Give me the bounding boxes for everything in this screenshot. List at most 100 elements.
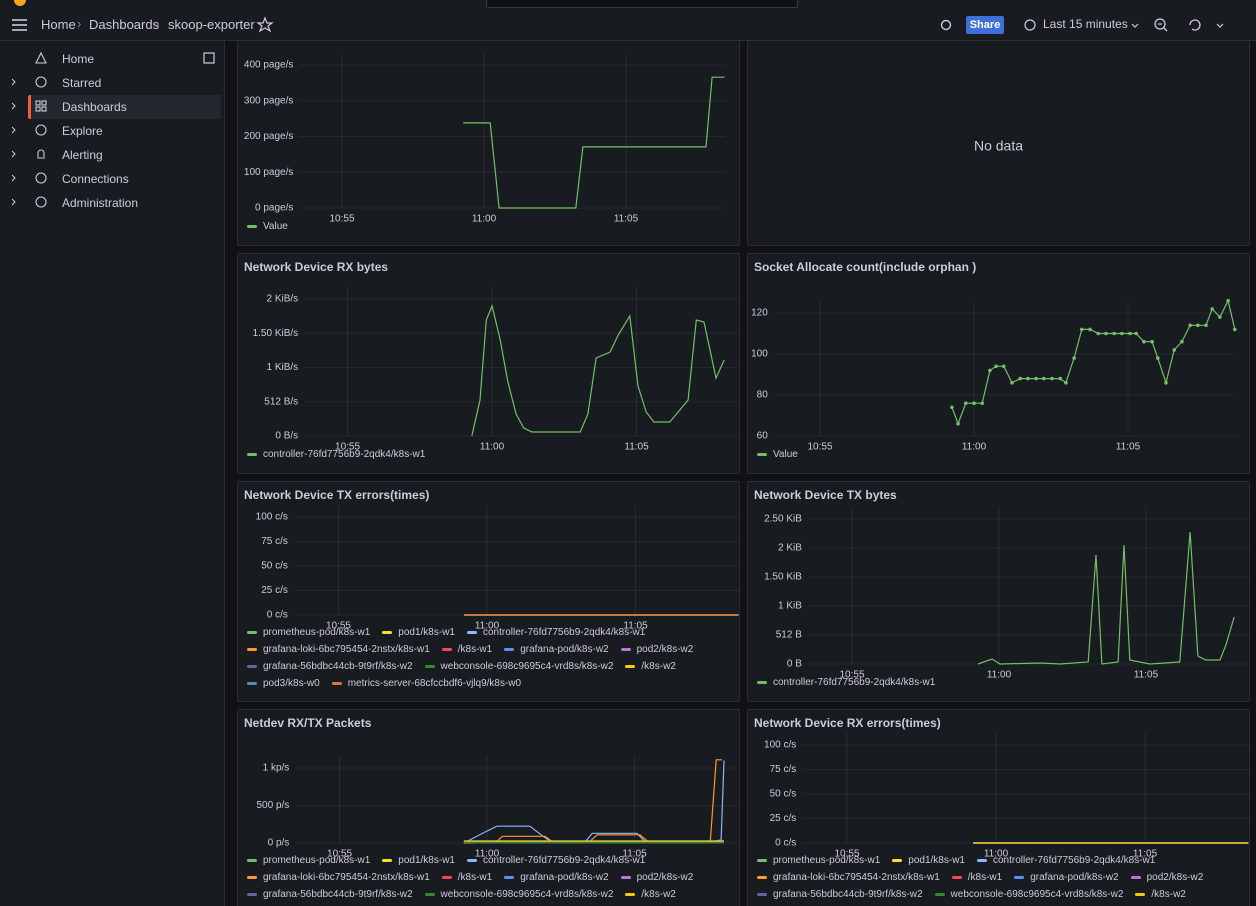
breadcrumb[interactable]: Dashboards: [89, 17, 160, 32]
legend-label: /k8s-w2: [641, 661, 676, 672]
panel: Socket Allocate count(include orphan ): [747, 253, 1250, 474]
panel-title: Network Device RX bytes: [244, 260, 389, 274]
legend-item[interactable]: pod2/k8s-w2: [1130, 869, 1204, 886]
settings-icon[interactable]: [940, 19, 952, 31]
legend-item[interactable]: controller-76fd7756b9-2qdk4/k8s-w1: [466, 624, 645, 641]
legend-swatch: [247, 876, 257, 879]
legend-swatch: [976, 859, 987, 862]
expand-chevrons[interactable]: [11, 78, 16, 206]
chevron[interactable]: [1131, 23, 1139, 28]
legend-item[interactable]: pod2/k8s-w2: [620, 869, 693, 886]
legend-swatch: [247, 648, 257, 651]
star-icon[interactable]: [256, 16, 274, 33]
nav-item[interactable]: Explore: [62, 124, 103, 138]
legend-item[interactable]: pod2/k8s-w2: [620, 641, 693, 658]
legend-item[interactable]: prometheus-pod/k8s-w1: [247, 852, 370, 869]
panel-title: Netdev RX/TX Packets: [244, 716, 372, 730]
time-range-picker[interactable]: Last 15 minutes: [1043, 17, 1128, 31]
share-button[interactable]: Share: [966, 16, 1004, 34]
legend-swatch: [331, 682, 342, 685]
legend-label: grafana-pod/k8s-w2: [520, 644, 609, 655]
chevron[interactable]: [1216, 23, 1224, 28]
nav-item[interactable]: Administration: [62, 196, 139, 210]
legend-label: controller-76fd7756b9-2qdk4/k8s-w1: [482, 855, 646, 866]
legend-item[interactable]: grafana-pod/k8s-w2: [1014, 869, 1119, 886]
legend-item[interactable]: prometheus-pod/k8s-w1: [757, 852, 880, 869]
legend-label: controller-76fd7756b9-2qdk4/k8s-w1: [263, 449, 426, 460]
legend-swatch: [625, 893, 636, 896]
legend-item[interactable]: grafana-pod/k8s-w2: [504, 869, 609, 886]
legend-item[interactable]: /k8s-w2: [625, 658, 676, 675]
legend-label: /k8s-w2: [1151, 889, 1186, 900]
legend-item[interactable]: pod1/k8s-w1: [382, 852, 455, 869]
legend-item[interactable]: controller-76fd7756b9-2qdk4/k8s-w1: [976, 852, 1155, 869]
legend-label: pod1/k8s-w1: [398, 627, 455, 638]
nav-item[interactable]: Starred: [62, 76, 102, 90]
legend-label: grafana-loki-6bc795454-2nstx/k8s-w1: [263, 644, 430, 655]
nav-icon: [35, 51, 47, 208]
legend-item[interactable]: /k8s-w1: [441, 641, 493, 658]
legend-item[interactable]: webconsole-698c9695c4-vrd8s/k8s-w2: [424, 886, 613, 903]
nav-icons: [11, 51, 215, 208]
legend-item[interactable]: grafana-loki-6bc795454-2nstx/k8s-w1: [757, 869, 940, 886]
legend-label: /k8s-w1: [457, 644, 493, 655]
nav-item[interactable]: Dashboards: [62, 100, 127, 114]
legend-item[interactable]: webconsole-698c9695c4-vrd8s/k8s-w2: [424, 658, 614, 675]
legend-item[interactable]: grafana-loki-6bc795454-2nstx/k8s-w1: [247, 869, 430, 886]
legend-label: pod2/k8s-w2: [1146, 872, 1204, 883]
legend-item[interactable]: pod1/k8s-w1: [892, 852, 965, 869]
legend: Value: [247, 218, 730, 235]
legend-swatch: [757, 859, 767, 862]
dock-icon[interactable]: [203, 52, 215, 64]
legend-swatch: [620, 876, 631, 879]
legend-label: /k8s-w2: [641, 889, 676, 900]
legend-item[interactable]: /k8s-w1: [951, 869, 1002, 886]
legend-swatch: [1135, 893, 1146, 896]
legend-item[interactable]: metrics-server-68cfccbdf6-vjlq9/k8s-w0: [331, 675, 521, 692]
nav-item[interactable]: Home: [62, 52, 95, 66]
legend-swatch: [625, 665, 636, 668]
panel: [747, 20, 1250, 246]
legend-item[interactable]: controller-76fd7756b9-2qdk4/k8s-w1: [466, 852, 646, 869]
legend-item[interactable]: Value: [247, 218, 288, 235]
hamburger[interactable]: [12, 19, 27, 31]
nav-item[interactable]: Connections: [62, 172, 129, 186]
panel-title: Network Device RX errors(times): [754, 716, 941, 730]
legend-item[interactable]: /k8s-w2: [625, 886, 676, 903]
legend-item[interactable]: grafana-pod/k8s-w2: [504, 641, 609, 658]
nav-item[interactable]: Alerting: [62, 148, 103, 162]
legend-item[interactable]: controller-76fd7756b9-2qdk4/k8s-w1: [247, 446, 425, 463]
breadcrumb-separator: ›: [155, 16, 160, 31]
legend-item[interactable]: grafana-56bdbc44cb-9t9rf/k8s-w2: [247, 886, 413, 903]
legend-item[interactable]: Value: [757, 446, 798, 463]
legend-label: prometheus-pod/k8s-w1: [263, 627, 371, 638]
legend-item[interactable]: prometheus-pod/k8s-w1: [247, 624, 370, 641]
legend-item[interactable]: /k8s-w2: [1135, 886, 1186, 903]
legend-swatch: [441, 876, 452, 879]
legend-label: grafana-loki-6bc795454-2nstx/k8s-w1: [263, 872, 430, 883]
legend-item[interactable]: grafana-56bdbc44cb-9t9rf/k8s-w2: [247, 658, 413, 675]
legend-label: webconsole-698c9695c4-vrd8s/k8s-w2: [440, 661, 614, 672]
search-box[interactable]: [486, 0, 798, 8]
panel-title: Network Device TX errors(times): [244, 488, 430, 502]
legend-item[interactable]: pod1/k8s-w1: [382, 624, 455, 641]
legend-item[interactable]: webconsole-698c9695c4-vrd8s/k8s-w2: [934, 886, 1123, 903]
legend-label: pod1/k8s-w1: [398, 855, 455, 866]
legend-item[interactable]: grafana-loki-6bc795454-2nstx/k8s-w1: [247, 641, 430, 658]
legend-swatch: [934, 893, 945, 896]
panel-title: Socket Allocate count(include orphan ): [754, 260, 977, 274]
legend-item[interactable]: controller-76fd7756b9-2qdk4/k8s-w1: [757, 674, 935, 691]
legend-swatch: [247, 682, 257, 685]
refresh-icon[interactable]: [1189, 19, 1201, 31]
panel: [237, 20, 740, 246]
zoom-out-icon[interactable]: [1154, 18, 1168, 32]
legend-item[interactable]: pod3/k8s-w0: [247, 675, 320, 692]
breadcrumb[interactable]: Home: [41, 17, 76, 32]
legend-item[interactable]: /k8s-w1: [441, 869, 492, 886]
legend-item[interactable]: grafana-56bdbc44cb-9t9rf/k8s-w2: [757, 886, 923, 903]
legend-swatch: [757, 876, 767, 879]
top-bar: Home › Dashboards › skoop-exporter Share…: [0, 0, 1256, 41]
legend-swatch: [424, 665, 435, 668]
